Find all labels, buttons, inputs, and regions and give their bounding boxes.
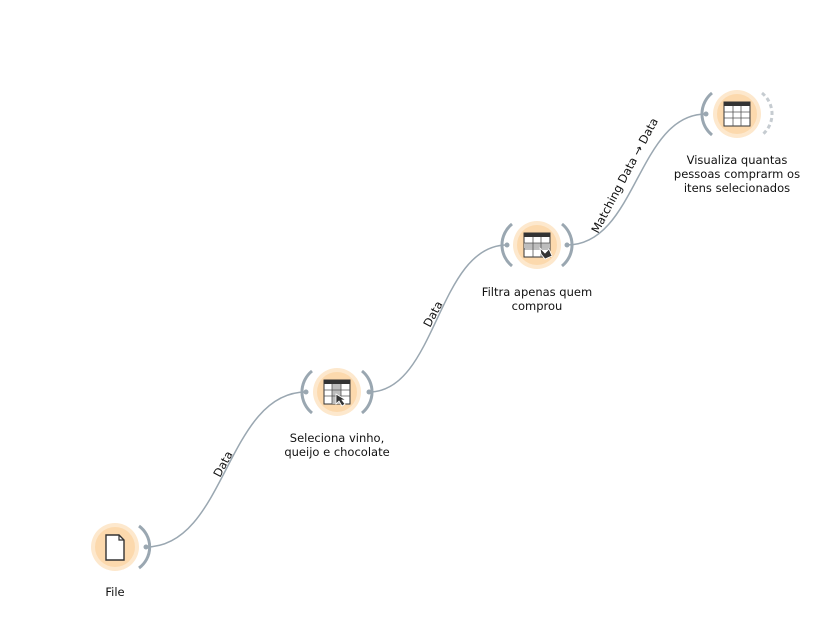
edge-select-to-filter[interactable] [368,244,508,393]
file-icon [105,534,125,561]
output-connector-unconnected[interactable] [761,91,774,137]
input-connector[interactable] [700,91,713,137]
table-select-icon [323,379,351,407]
node-viewer[interactable] [700,90,774,138]
node-label-line: comprou [511,299,563,313]
output-connector[interactable] [361,369,374,415]
node-label-file: File [35,585,195,599]
node-label-line: queijo e chocolate [284,445,390,459]
output-connector[interactable] [138,524,152,570]
input-connector[interactable] [300,369,313,415]
node-label-line: pessoas comprarm os [673,167,801,181]
node-label-viewer: Visualiza quantas pessoas comprarm os it… [657,153,817,195]
edge-label-3: Matching Data → Data [588,115,661,235]
edges-layer [145,113,707,548]
edge-filter-to-viewer[interactable] [566,113,707,246]
node-label-line: Seleciona vinho, [289,431,385,445]
node-label-line: Visualiza quantas [686,153,788,167]
data-table-icon [723,101,751,127]
output-connector[interactable] [561,222,574,268]
table-filter-icon [523,232,553,260]
node-label-line: Filtra apenas quem [481,285,593,299]
edge-label-2: Data [420,299,445,330]
node-select-rows[interactable] [300,368,374,416]
node-label-line: itens selecionados [683,181,791,195]
edge-label-1: Data [210,449,235,480]
node-label-line: File [105,585,125,599]
node-file[interactable] [91,523,152,571]
node-filter[interactable] [500,221,574,269]
node-label-select-rows: Seleciona vinho, queijo e chocolate [257,431,417,459]
edge-file-to-select[interactable] [145,391,307,548]
node-label-filter: Filtra apenas quem comprou [457,285,617,313]
input-connector[interactable] [500,222,513,268]
edge-endpoints [143,111,709,550]
